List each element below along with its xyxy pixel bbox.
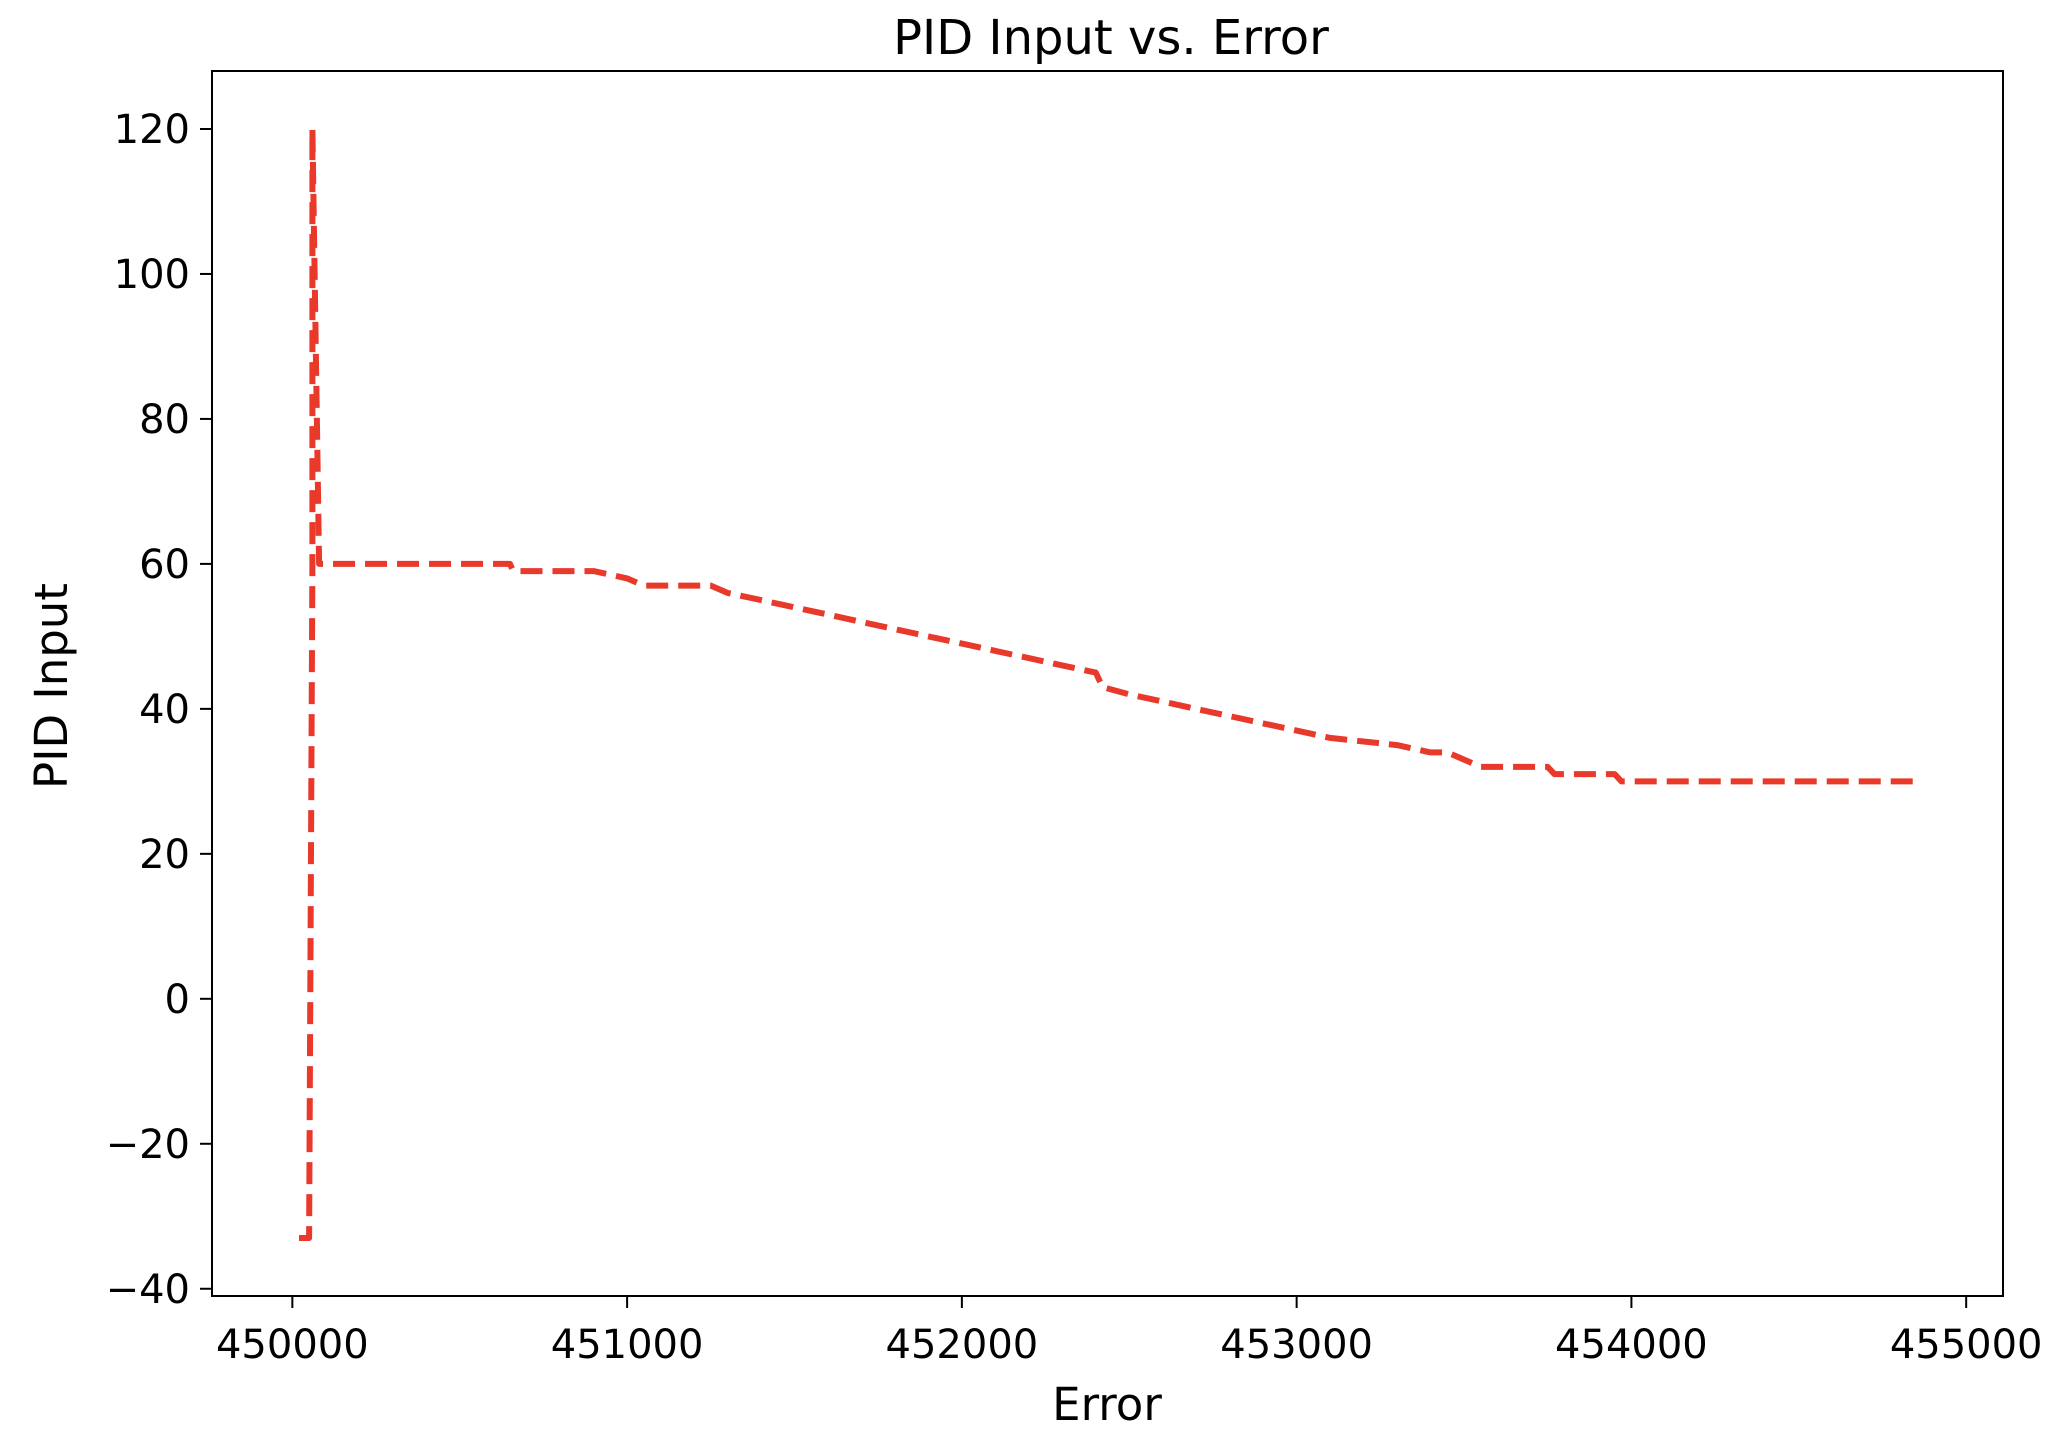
y-tick-label: 120 — [114, 107, 190, 153]
y-tick-label: 80 — [139, 397, 190, 443]
y-tick-label: 40 — [139, 687, 190, 733]
series-line — [299, 126, 1916, 1241]
chart-title: PID Input vs. Error — [893, 10, 1329, 66]
x-tick-label: 451000 — [551, 1322, 704, 1368]
x-axis: 450000 451000 452000 453000 454000 455000 — [216, 1296, 2043, 1368]
y-axis-label: PID Input — [25, 583, 78, 789]
y-tick-label: 100 — [114, 252, 190, 298]
x-axis-label: Error — [1052, 1378, 1162, 1431]
x-tick-label: 453000 — [1220, 1322, 1373, 1368]
y-tick-label: 20 — [139, 832, 190, 878]
x-tick-label: 450000 — [216, 1322, 369, 1368]
plot-frame — [211, 70, 2004, 1297]
x-tick-label: 455000 — [1890, 1322, 2043, 1368]
y-tick-label: 60 — [139, 542, 190, 588]
x-tick-label: 452000 — [886, 1322, 1039, 1368]
y-tick-label: −20 — [106, 1122, 190, 1168]
y-tick-label: 0 — [165, 977, 190, 1023]
plot-area — [299, 126, 1916, 1241]
y-axis: −40 −20 0 20 40 60 80 100 120 — [106, 107, 212, 1313]
x-tick-label: 454000 — [1555, 1322, 1708, 1368]
y-tick-label: −40 — [106, 1267, 190, 1313]
